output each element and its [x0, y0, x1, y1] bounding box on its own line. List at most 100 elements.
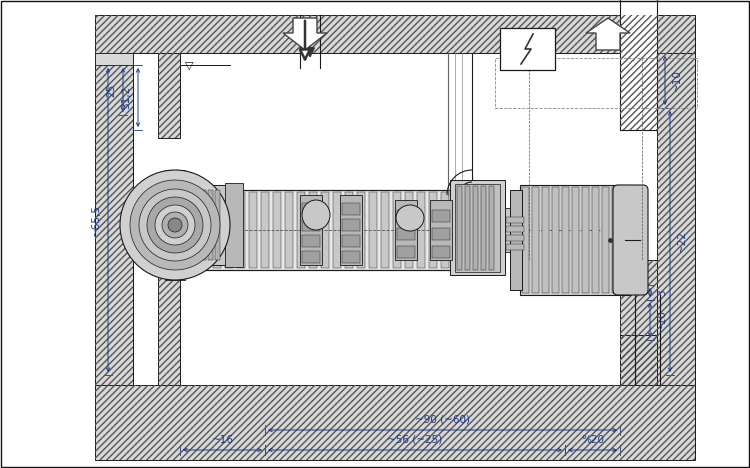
Circle shape: [168, 218, 182, 232]
Text: ~65,5: ~65,5: [91, 204, 101, 236]
Text: %20: %20: [581, 435, 604, 445]
Bar: [158, 248, 180, 385]
Bar: [201, 192, 209, 268]
Bar: [345, 192, 353, 268]
Bar: [194, 190, 199, 260]
Bar: [215, 190, 220, 260]
Bar: [95, 385, 695, 460]
Bar: [405, 192, 413, 268]
Bar: [342, 251, 360, 263]
Bar: [273, 192, 281, 268]
Bar: [620, 260, 657, 385]
Bar: [612, 187, 619, 293]
Text: ~16: ~16: [211, 435, 233, 445]
Bar: [417, 192, 425, 268]
Bar: [321, 192, 329, 268]
Bar: [381, 192, 389, 268]
Bar: [187, 190, 192, 260]
Bar: [455, 184, 500, 272]
Text: ~22: ~22: [677, 231, 687, 253]
Bar: [532, 187, 539, 293]
Bar: [340, 195, 362, 265]
Bar: [657, 53, 695, 385]
Bar: [542, 187, 549, 293]
Circle shape: [120, 170, 230, 280]
Text: 25: 25: [106, 83, 116, 96]
Text: ▽: ▽: [185, 60, 194, 70]
Bar: [309, 192, 317, 268]
FancyBboxPatch shape: [613, 185, 648, 295]
Bar: [457, 186, 462, 270]
Bar: [620, 53, 657, 130]
Bar: [208, 190, 213, 260]
Circle shape: [130, 180, 220, 270]
Bar: [397, 246, 415, 258]
Bar: [302, 219, 320, 231]
Bar: [602, 187, 609, 293]
Bar: [158, 53, 180, 138]
Ellipse shape: [396, 205, 424, 231]
Bar: [95, 53, 133, 385]
Bar: [395, 200, 417, 260]
Bar: [620, 53, 657, 130]
Bar: [300, 195, 322, 265]
Text: ~56 (~25): ~56 (~25): [387, 435, 442, 445]
Text: 3: 3: [657, 289, 667, 296]
Bar: [95, 53, 133, 65]
Circle shape: [162, 212, 188, 238]
Bar: [95, 15, 695, 53]
Bar: [397, 228, 415, 240]
Text: ~90 (~60): ~90 (~60): [415, 415, 470, 425]
Bar: [441, 192, 449, 268]
Bar: [429, 192, 437, 268]
Ellipse shape: [302, 200, 330, 230]
Bar: [249, 192, 257, 268]
Bar: [620, 335, 657, 385]
Polygon shape: [586, 18, 630, 50]
Circle shape: [147, 197, 203, 253]
Text: ~10: ~10: [672, 70, 682, 91]
Bar: [432, 210, 450, 222]
Bar: [562, 187, 569, 293]
Bar: [158, 53, 180, 138]
Bar: [333, 192, 341, 268]
Bar: [196, 190, 460, 270]
Circle shape: [155, 205, 195, 245]
Bar: [213, 192, 221, 268]
Bar: [620, 260, 657, 385]
Bar: [357, 192, 365, 268]
Bar: [620, 335, 657, 385]
Bar: [393, 192, 401, 268]
Bar: [297, 192, 305, 268]
Bar: [505, 208, 525, 252]
Bar: [506, 235, 524, 241]
Bar: [95, 53, 133, 385]
Bar: [237, 192, 245, 268]
Bar: [180, 190, 185, 260]
Bar: [520, 185, 630, 295]
Bar: [481, 186, 486, 270]
Bar: [225, 183, 243, 267]
Bar: [495, 58, 697, 108]
Polygon shape: [283, 18, 327, 50]
Bar: [95, 385, 695, 460]
Bar: [165, 170, 185, 280]
Bar: [522, 187, 529, 293]
Bar: [342, 203, 360, 215]
Bar: [582, 187, 589, 293]
Bar: [285, 192, 293, 268]
Bar: [657, 53, 695, 385]
Bar: [342, 235, 360, 247]
Bar: [506, 244, 524, 250]
Bar: [201, 190, 206, 260]
Bar: [473, 186, 478, 270]
Bar: [432, 246, 450, 258]
Bar: [489, 186, 494, 270]
Bar: [432, 228, 450, 240]
Bar: [95, 15, 695, 53]
Bar: [552, 187, 559, 293]
Bar: [620, 0, 657, 130]
Bar: [302, 235, 320, 247]
Bar: [342, 219, 360, 231]
Bar: [369, 192, 377, 268]
